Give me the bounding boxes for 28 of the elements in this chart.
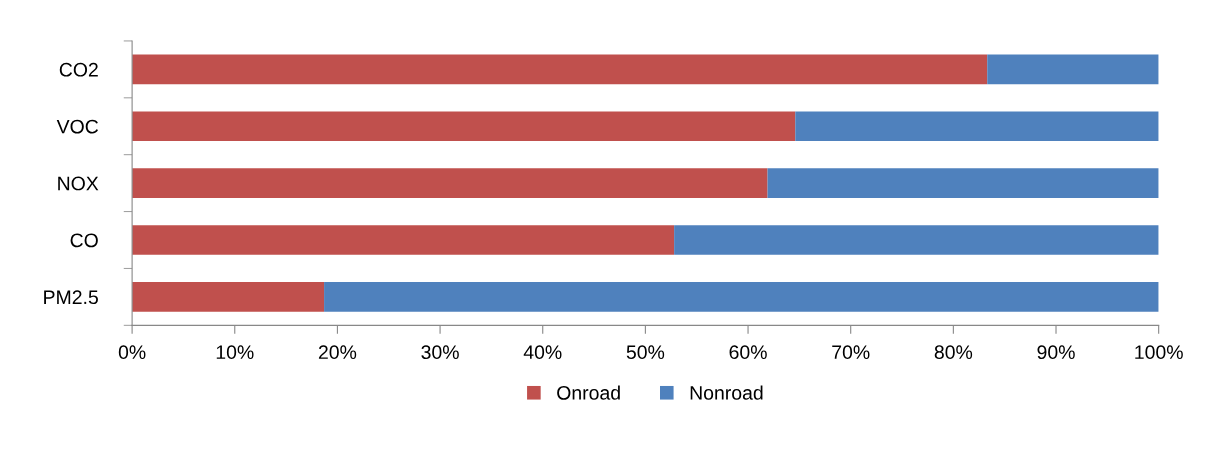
x-tick-label: 80% bbox=[934, 345, 973, 360]
y-tick-label: CO2 bbox=[59, 62, 98, 77]
x-tick-label: 70% bbox=[832, 345, 870, 360]
x-tick-label: 10% bbox=[216, 345, 254, 360]
y-tick-label: NOX bbox=[58, 176, 99, 191]
x-tick-label: 90% bbox=[1037, 345, 1075, 360]
bar bbox=[132, 168, 768, 198]
bar bbox=[132, 282, 325, 312]
x-tick-label: 20% bbox=[318, 345, 357, 360]
y-tick-label: CO bbox=[70, 233, 98, 248]
bar bbox=[674, 225, 1159, 255]
y-tick-label: PM2.5 bbox=[44, 290, 98, 305]
bar bbox=[132, 225, 675, 255]
y-tick-label: VOC bbox=[56, 119, 99, 134]
legend-label: Nonroad bbox=[690, 385, 763, 400]
x-tick-label: 40% bbox=[523, 345, 562, 360]
x-tick-label: 100% bbox=[1135, 345, 1183, 360]
bar bbox=[132, 111, 796, 142]
bar bbox=[987, 54, 1159, 85]
x-tick-label: 30% bbox=[421, 345, 459, 360]
bar bbox=[767, 168, 1159, 198]
x-tick-label: 50% bbox=[626, 345, 665, 360]
x-tick-label: 60% bbox=[729, 345, 767, 360]
bar bbox=[132, 54, 988, 85]
bar bbox=[795, 111, 1159, 142]
legend-label: Onroad bbox=[557, 385, 620, 400]
x-tick-label: 0% bbox=[118, 345, 146, 360]
bar bbox=[324, 282, 1159, 312]
